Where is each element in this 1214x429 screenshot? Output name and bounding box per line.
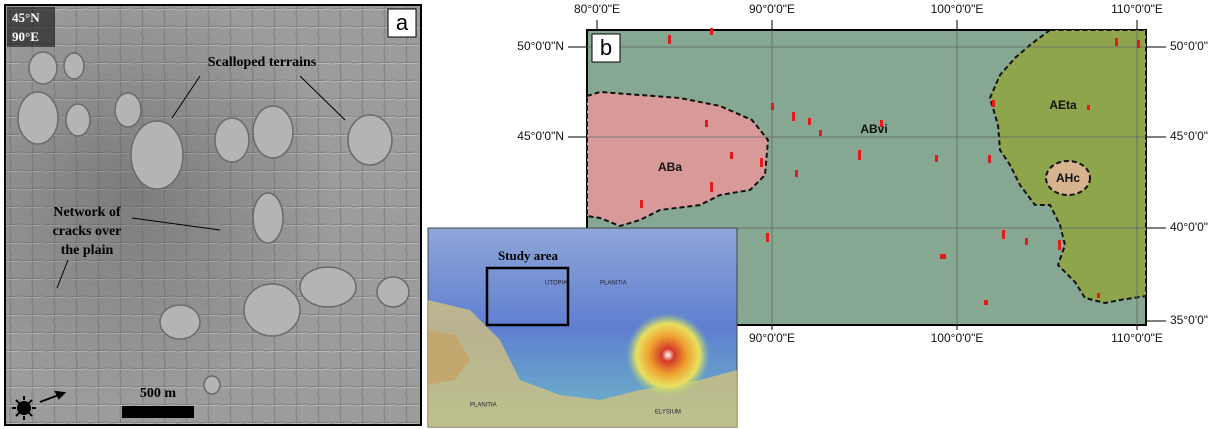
panel-letter: a [396,10,409,35]
annotation: the plain [61,243,114,258]
right-lat-label: 40°0'0" [1170,220,1208,234]
top-lon-label: 80°0'0"E [574,2,620,16]
scale-bar [122,406,194,418]
annotation: Network of [53,205,121,220]
bottom-lon-label: 110°0'0"E [1111,331,1163,345]
left-lat-label: 50°0'0"N [517,39,564,53]
top-lon-label: 100°0'0"E [931,2,984,16]
top-lon-label: 110°0'0"E [1111,2,1163,16]
scale-label: 500 m [140,386,177,401]
unit-label: ABa [658,160,682,174]
right-lat-label: 35°0'0" [1170,313,1208,327]
place-name: PLANITIA [600,281,627,287]
figure: 45°N 90°E a Scalloped terrains Network o… [0,0,1214,429]
right-lat-label: 45°0'0" [1170,129,1208,143]
annotation: cracks over [53,224,122,239]
top-lon-label: 90°0'0"E [749,2,795,16]
elysium-rise [626,313,710,397]
lat-label: 45°N [12,10,40,25]
place-name: PLANITIA [470,403,497,409]
annotation: Scalloped terrains [208,55,317,70]
right-lat-label: 50°0'0" [1170,39,1208,53]
place-name: UTOPIA [545,281,567,287]
panel-letter: b [600,35,612,60]
left-lat-label: 45°0'0"N [517,129,564,143]
lon-label: 90°E [12,29,39,44]
unit-label: AEta [1049,98,1077,112]
unit-label: AHc [1056,171,1080,185]
panel-a: 45°N 90°E a Scalloped terrains Network o… [5,5,421,425]
bottom-lon-label: 90°0'0"E [749,331,795,345]
study-area-label: Study area [498,248,559,263]
unit-label: ABvi [860,122,887,136]
place-name: ELYSIUM [655,410,681,416]
bottom-lon-label: 100°0'0"E [931,331,984,345]
inset-map: Study area UTOPIA PLANITIA ELYSIUM PLANI… [428,228,737,427]
